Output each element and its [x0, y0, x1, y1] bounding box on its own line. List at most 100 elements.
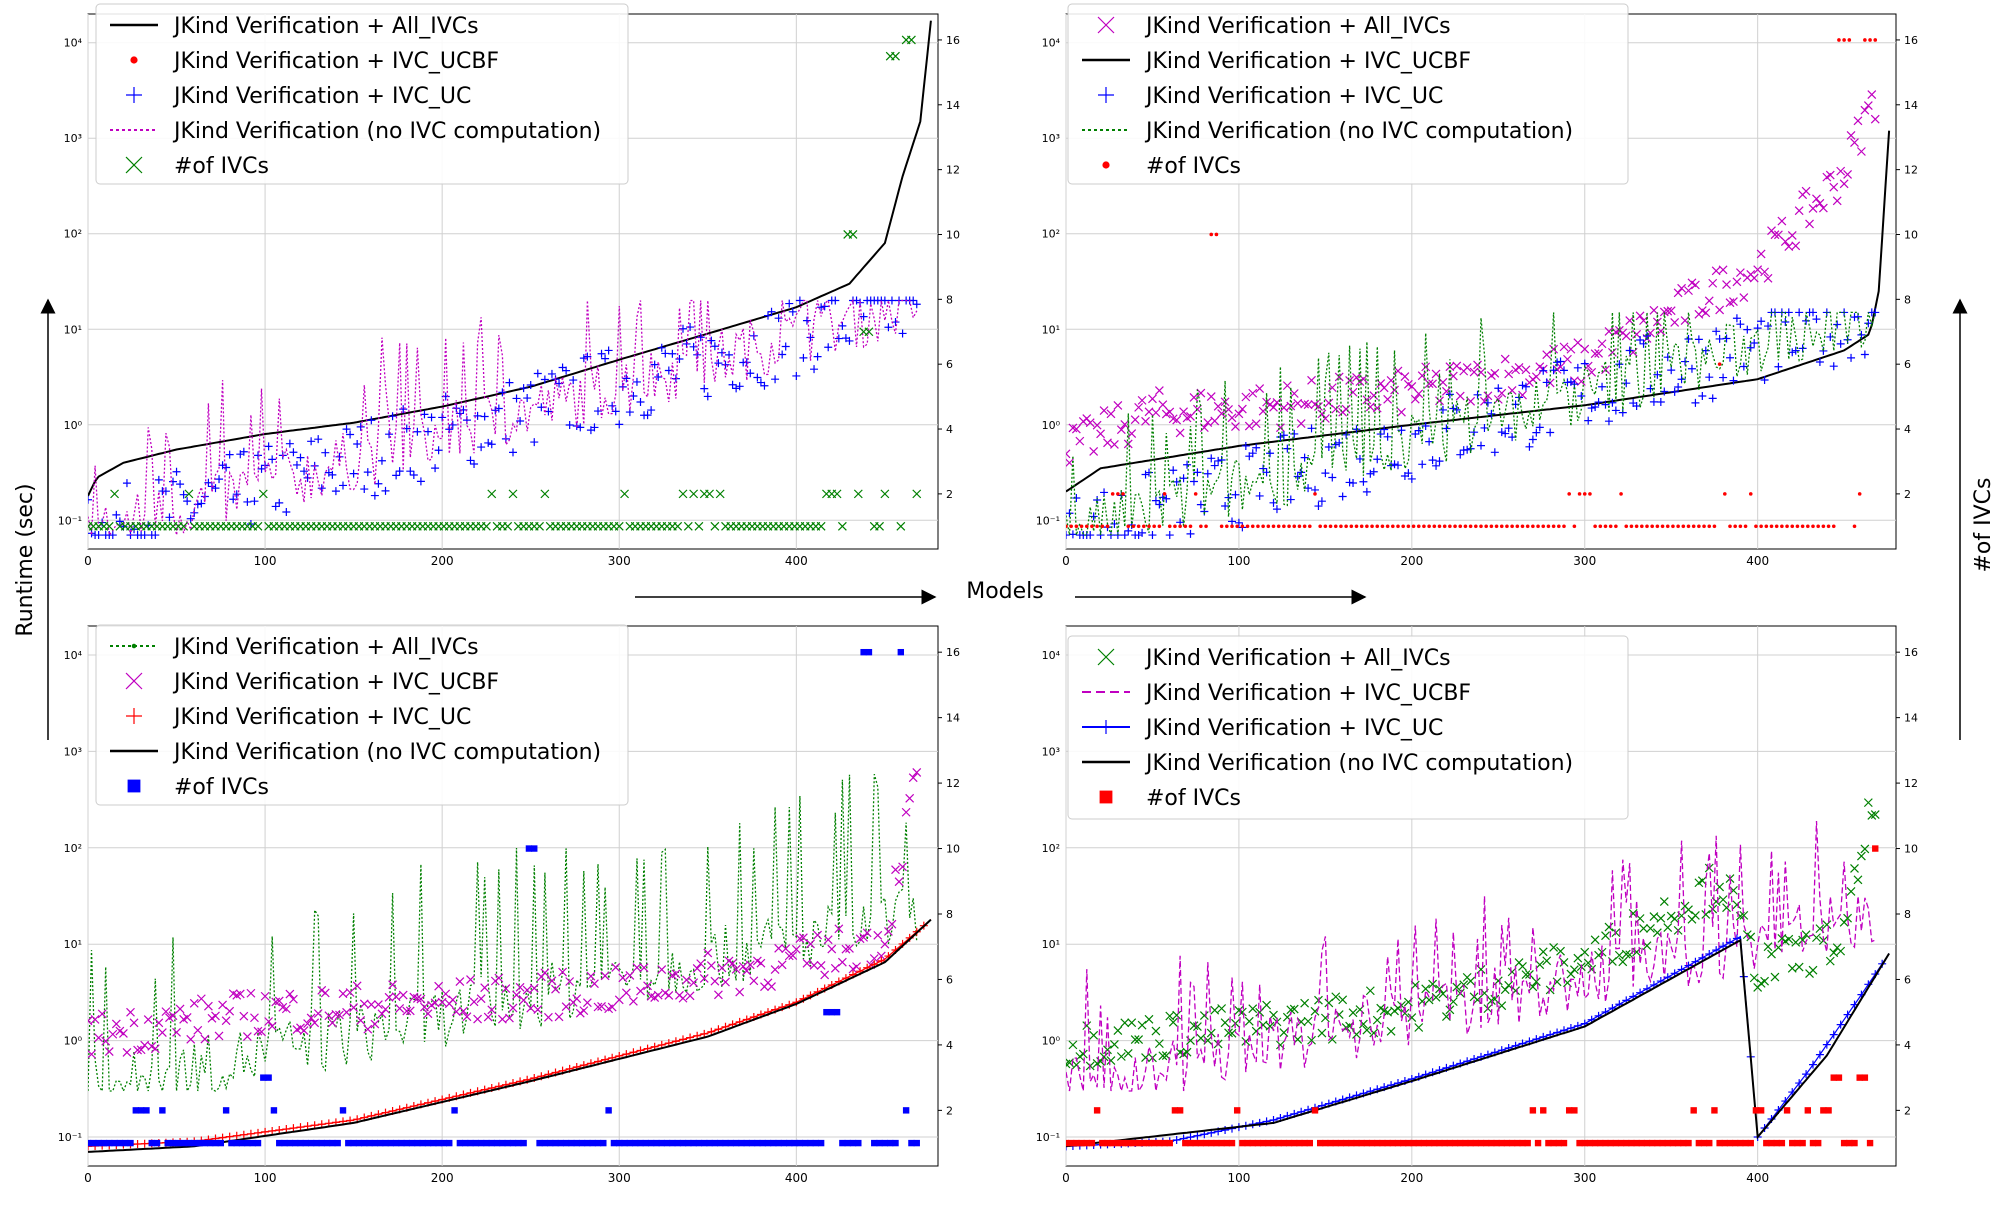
legend-label: JKind Verification + IVC_UC	[1144, 84, 1443, 109]
series-point	[505, 1013, 514, 1023]
series-point	[1241, 392, 1251, 402]
ivc-mark	[679, 1139, 687, 1147]
series-point	[1846, 131, 1856, 140]
ivc-mark	[1374, 1139, 1381, 1147]
ivc-mark	[770, 1139, 777, 1147]
series-point	[508, 1003, 518, 1013]
ivc-mark	[1515, 524, 1520, 529]
ivc-mark	[912, 489, 922, 499]
ivc-mark	[864, 327, 874, 337]
series-point	[1684, 905, 1693, 915]
series-point	[1598, 382, 1607, 391]
series-point	[1182, 1047, 1192, 1057]
series-point	[441, 989, 451, 999]
ivc-mark	[1607, 1139, 1614, 1147]
series-point	[327, 1018, 337, 1028]
ivc-mark	[557, 1139, 565, 1147]
series-point	[841, 944, 851, 954]
ivc-mark	[727, 1139, 735, 1147]
ivc-mark	[258, 489, 268, 499]
series-point	[1494, 384, 1503, 393]
series-point	[94, 531, 103, 540]
ivc-mark	[387, 1139, 395, 1147]
ivc-mark	[1437, 524, 1442, 529]
series-point	[912, 767, 922, 777]
series-point	[1086, 531, 1095, 540]
y-left-tick-label: 10⁴	[64, 649, 83, 662]
series-point	[1199, 1011, 1209, 1020]
ivc-mark	[1690, 1107, 1697, 1114]
legend-label: JKind Verification (no IVC computation)	[172, 740, 601, 765]
x-tick-label: 200	[1400, 554, 1423, 568]
y-right-tick-label: 10	[1904, 228, 1918, 241]
ivc-mark	[1114, 1139, 1122, 1147]
ivc-mark	[881, 1139, 889, 1147]
series-point	[1483, 391, 1493, 401]
ivc-mark	[1534, 1139, 1542, 1147]
series-point	[1521, 382, 1530, 391]
series-point	[288, 994, 298, 1004]
series-point	[1186, 1133, 1195, 1142]
ivc-mark	[1826, 524, 1831, 529]
ivc-mark	[1602, 1139, 1609, 1147]
series-point	[795, 934, 805, 943]
series-point	[774, 943, 784, 953]
ivc-mark	[642, 1139, 650, 1147]
series-point	[710, 976, 720, 986]
ivc-mark	[1821, 524, 1826, 529]
ivc-mark	[775, 1139, 782, 1147]
series-point	[388, 980, 398, 990]
series-point	[1805, 219, 1814, 229]
series-point	[1739, 910, 1749, 920]
series-point	[554, 1012, 564, 1022]
series-point	[143, 1015, 153, 1024]
ivc-mark	[1173, 524, 1177, 529]
ivc-mark	[1292, 524, 1297, 529]
ivc-mark	[196, 1139, 203, 1147]
series-point	[161, 1007, 171, 1017]
series-point	[1649, 912, 1659, 921]
series-point	[1196, 1033, 1206, 1043]
series-point	[1566, 969, 1576, 979]
series-point	[1165, 407, 1175, 417]
series-point	[1359, 477, 1368, 486]
series-point	[1266, 449, 1275, 458]
ivc-mark	[175, 1139, 182, 1147]
y-right-tick-label: 4	[1904, 1039, 1911, 1052]
series-point	[250, 1013, 259, 1023]
ivc-mark	[626, 1139, 634, 1147]
legend-marker	[1099, 720, 1113, 734]
ivc-mark	[1399, 1139, 1407, 1147]
legend-marker	[126, 708, 142, 724]
series-point	[1141, 416, 1150, 426]
series-point	[802, 958, 812, 968]
series-point	[735, 382, 744, 391]
ivc-mark	[1209, 232, 1214, 237]
series-point	[1497, 388, 1507, 398]
series-point	[1594, 398, 1603, 407]
series-point	[543, 1012, 553, 1022]
series-point	[1549, 942, 1559, 952]
ivc-mark	[1846, 1139, 1853, 1147]
series-point	[1649, 397, 1658, 406]
series-point	[221, 1016, 231, 1026]
ivc-mark	[392, 1139, 400, 1147]
series-point	[1321, 469, 1330, 478]
ivc-mark	[1131, 524, 1136, 529]
series-point	[905, 793, 915, 803]
ivc-mark	[482, 521, 491, 531]
series-point	[151, 531, 160, 540]
ivc-mark	[1482, 1139, 1490, 1147]
series-point	[1808, 203, 1818, 213]
series-point	[1210, 1005, 1220, 1015]
series-point	[1556, 362, 1565, 372]
series-point	[834, 924, 844, 934]
series-point	[1559, 342, 1569, 352]
ivc-mark	[260, 1074, 267, 1081]
y-left-tick-label: 10⁰	[1042, 1035, 1061, 1048]
series-point	[1618, 408, 1627, 417]
ivc-mark	[1731, 1139, 1739, 1147]
ivc-mark	[1301, 1139, 1308, 1147]
series-point	[1850, 864, 1859, 873]
